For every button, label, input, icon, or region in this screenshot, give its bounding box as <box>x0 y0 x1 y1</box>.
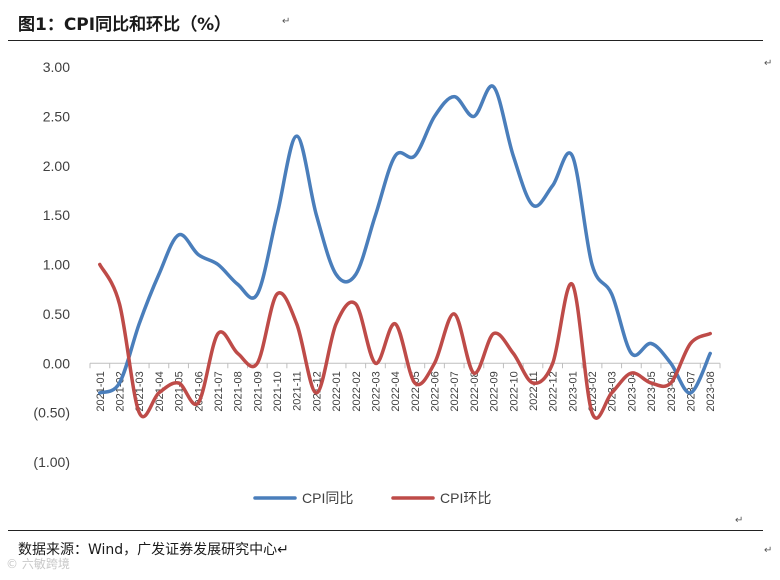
page-title: 图1：CPI同比和环比（%） <box>18 15 232 35</box>
top-rule <box>8 40 763 41</box>
y-tick-label: 0.00 <box>43 355 70 371</box>
y-tick-label: 1.50 <box>43 207 70 223</box>
bottom-rule <box>8 530 763 531</box>
paragraph-mark: ↵ <box>735 515 744 526</box>
x-tick-label: 2022-01 <box>331 371 343 411</box>
x-tick-label: 2022-02 <box>351 371 363 411</box>
x-tick-label: 2021-09 <box>252 371 264 411</box>
x-tick-label: 2022-12 <box>548 371 560 411</box>
x-tick-label: 2021-06 <box>193 371 205 411</box>
x-tick-label: 2023-05 <box>646 371 658 411</box>
cpi-line-chart: 3.00 2.50 2.00 1.50 1.00 0.50 0.00 (0.50) (1.00)… <box>33 59 721 506</box>
source-note: 数据来源：Wind，广发证券发展研究中心↵ <box>18 542 289 558</box>
x-tick-label: 2023-08 <box>705 371 717 411</box>
watermark: © 六敏跨境 <box>6 557 70 571</box>
y-tick-label: (0.50) <box>33 405 70 421</box>
y-tick-label: 2.50 <box>43 108 70 124</box>
y-tick-label: 1.00 <box>43 257 70 273</box>
series-line-yoy <box>98 84 712 395</box>
x-tick-label: 2022-04 <box>390 371 402 411</box>
x-tick-label: 2022-11 <box>528 371 540 411</box>
paragraph-mark: ↵ <box>764 58 773 69</box>
x-tick-label: 2023-04 <box>626 371 638 411</box>
x-tick-label: 2021-10 <box>272 371 284 411</box>
x-tick-label: 2023-06 <box>666 371 678 411</box>
x-tick-label: 2022-07 <box>449 371 461 411</box>
x-tick-label: 2022-10 <box>508 371 520 411</box>
paragraph-mark: ↵ <box>764 545 773 556</box>
x-tick-label: 2022-08 <box>469 371 481 411</box>
series-lines <box>98 84 712 420</box>
x-tick-label: 2021-11 <box>292 371 304 411</box>
y-axis: 3.00 2.50 2.00 1.50 1.00 0.50 0.00 (0.50) (1.00) <box>33 59 70 470</box>
x-tick-label: 2022-03 <box>370 371 382 411</box>
x-tick-label: 2021-08 <box>233 371 245 411</box>
y-tick-label: 2.00 <box>43 158 70 174</box>
series-line-mom <box>98 262 712 420</box>
legend: CPI同比 CPI环比 <box>253 490 491 506</box>
legend-label: CPI环比 <box>440 490 491 506</box>
x-tick-label: 2023-01 <box>567 371 579 411</box>
legend-label: CPI同比 <box>302 490 353 506</box>
x-tick-label: 2022-09 <box>489 371 501 411</box>
paragraph-mark: ↵ <box>282 16 291 27</box>
x-tick-label: 2022-06 <box>430 371 442 411</box>
y-tick-label: 0.50 <box>43 306 70 322</box>
x-tick-label: 2021-07 <box>213 371 225 411</box>
y-tick-label: (1.00) <box>33 454 70 470</box>
y-tick-label: 3.00 <box>43 59 70 75</box>
x-tick-label: 2021-02 <box>115 371 127 411</box>
